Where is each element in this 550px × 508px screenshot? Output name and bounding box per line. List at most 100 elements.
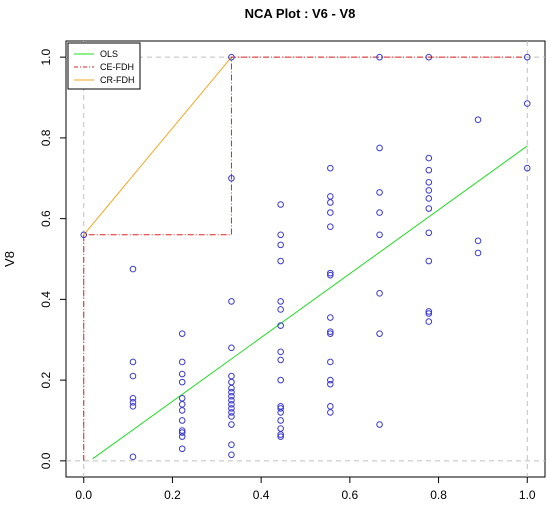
- data-point: [376, 53, 383, 61]
- data-point: [425, 166, 433, 174]
- x-tick-label: 0.0: [75, 488, 92, 502]
- data-point: [129, 399, 137, 406]
- data-point: [228, 413, 235, 420]
- legend-label: CR-FDH: [100, 75, 135, 85]
- x-tick-label: 0.6: [342, 488, 359, 502]
- data-point: [425, 308, 433, 315]
- data-point: [327, 403, 334, 410]
- data-point: [327, 223, 334, 231]
- data-point: [425, 229, 433, 237]
- axis-ticks: 0.0 0.2 0.4 0.6 0.8 1.0 0.0 0.2 0.4 0.6 0.8 1.0: [39, 48, 536, 502]
- data-point: [425, 205, 433, 212]
- data-point: [277, 376, 284, 384]
- data-point: [376, 144, 383, 152]
- data-point: [425, 178, 433, 186]
- data-point: [425, 53, 433, 61]
- legend-box: [67, 42, 141, 90]
- data-point: [178, 378, 186, 386]
- data-point: [80, 231, 88, 239]
- data-point: [376, 209, 383, 216]
- data-point: [228, 298, 235, 305]
- data-point: [327, 358, 334, 366]
- data-point: [523, 100, 531, 107]
- data-point: [523, 53, 531, 61]
- data-point: [277, 306, 284, 313]
- data-point: [228, 344, 235, 352]
- data-point: [277, 431, 284, 438]
- data-point: [425, 257, 433, 265]
- data-point: [228, 372, 235, 380]
- data-point: [228, 378, 235, 386]
- data-point: [376, 421, 383, 428]
- data-point: [327, 199, 334, 206]
- data-point: [277, 356, 284, 364]
- data-point: [327, 314, 334, 321]
- legend: OLS CE-FDH CR-FDH: [67, 42, 141, 90]
- data-point: [376, 330, 383, 337]
- data-point: [178, 417, 186, 424]
- data-point: [277, 425, 284, 432]
- data-point: [277, 298, 284, 305]
- y-tick-label: 0.0: [39, 452, 53, 469]
- data-point: [425, 195, 433, 202]
- y-tick-label: 0.8: [39, 129, 53, 146]
- data-point: [327, 271, 334, 279]
- data-point: [327, 380, 334, 388]
- y-tick-label: 1.0: [39, 48, 53, 65]
- legend-label: OLS: [100, 49, 118, 59]
- data-point: [277, 433, 284, 440]
- fit-lines: [83, 56, 528, 461]
- data-point: [129, 265, 137, 273]
- data-point: [327, 193, 334, 200]
- data-point: [376, 231, 383, 239]
- data-point: [129, 403, 137, 410]
- data-point: [178, 401, 186, 408]
- data-point: [277, 201, 284, 208]
- plot-frame: [65, 40, 546, 478]
- data-point: [178, 370, 186, 378]
- data-point: [277, 405, 284, 412]
- data-point: [327, 376, 334, 384]
- ols-line: [92, 145, 528, 460]
- x-tick-label: 0.2: [164, 488, 181, 502]
- data-point: [425, 310, 433, 317]
- data-point: [178, 394, 186, 402]
- data-points: [80, 53, 531, 461]
- data-point: [327, 328, 334, 335]
- y-axis-label: V8: [2, 251, 17, 267]
- data-point: [129, 372, 137, 380]
- chart-title: NCA Plot : V6 - V8: [245, 6, 356, 21]
- data-point: [129, 394, 137, 402]
- data-point: [228, 409, 235, 416]
- data-point: [474, 116, 482, 124]
- data-point: [277, 348, 284, 356]
- data-point: [277, 257, 284, 265]
- data-point: [277, 417, 284, 424]
- data-point: [474, 249, 482, 257]
- data-point: [178, 330, 186, 337]
- y-tick-label: 0.2: [39, 371, 53, 388]
- data-point: [178, 429, 186, 436]
- x-tick-label: 0.4: [253, 488, 270, 502]
- data-point: [178, 433, 186, 440]
- data-point: [178, 358, 186, 366]
- data-point: [327, 164, 334, 172]
- legend-label: CE-FDH: [100, 62, 134, 72]
- data-point: [129, 453, 137, 461]
- data-point: [228, 384, 235, 392]
- data-point: [228, 174, 235, 182]
- reference-lines: [66, 41, 545, 477]
- data-point: [228, 451, 235, 459]
- data-point: [425, 318, 433, 325]
- data-point: [327, 409, 334, 416]
- y-tick-label: 0.6: [39, 210, 53, 227]
- data-point: [178, 445, 186, 453]
- data-point: [228, 388, 235, 396]
- ce-fdh-line: [83, 56, 528, 461]
- data-point: [228, 421, 235, 428]
- data-point: [178, 407, 186, 414]
- data-point: [376, 290, 383, 297]
- data-point: [228, 53, 235, 61]
- data-point: [228, 392, 235, 400]
